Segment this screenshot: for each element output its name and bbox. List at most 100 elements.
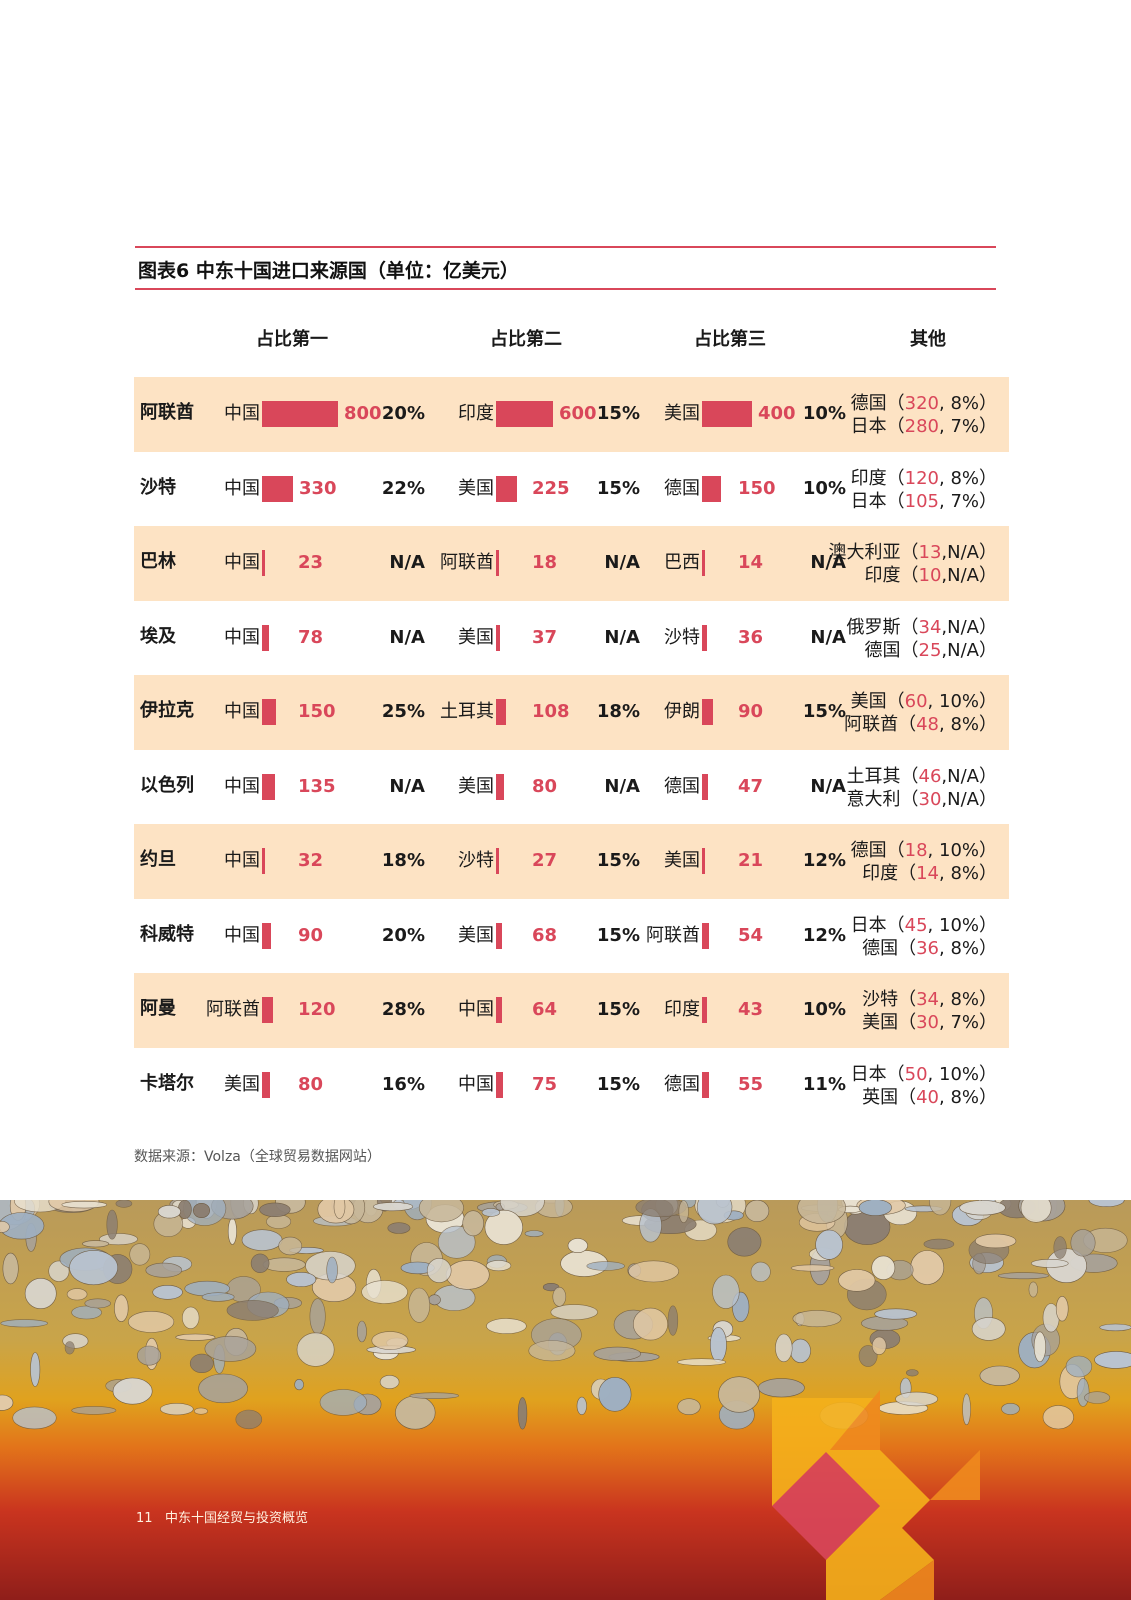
others-value: 40 — [916, 1086, 939, 1108]
others-country: 日本 — [850, 914, 887, 936]
second-share-percent: 15% — [596, 403, 640, 424]
paren-close: ） — [979, 490, 997, 512]
first-source-country: 美国 — [224, 1073, 260, 1095]
others-line: 德国（18, 10%） — [851, 839, 997, 862]
paren-open: （ — [898, 937, 917, 959]
second-value-label: 108 — [532, 701, 570, 722]
others-country: 德国 — [850, 840, 887, 861]
row-country: 埃及 — [140, 625, 176, 647]
others-share: ,N/A — [941, 765, 979, 787]
header-third: 占比第三 — [694, 329, 766, 350]
second-share-percent: 15% — [596, 1073, 640, 1095]
first-share-percent: 25% — [381, 701, 425, 722]
first-value-label: 23 — [298, 552, 324, 573]
paren-close: ） — [979, 639, 997, 661]
others-share: ,N/A — [941, 639, 979, 661]
others-value: 14 — [916, 863, 939, 884]
paren-open: （ — [886, 393, 905, 414]
third-value-bar — [702, 997, 707, 1023]
third-source-country: 沙特 — [664, 626, 700, 648]
third-value-bar — [702, 475, 721, 502]
others-country: 日本 — [850, 1063, 887, 1085]
second-value-bar — [496, 550, 499, 576]
others-cell: 德国（18, 10%） 印度（14, 8%） — [851, 839, 997, 885]
others-value: 46 — [918, 765, 942, 787]
first-source-country: 中国 — [224, 626, 260, 648]
others-share: ,N/A — [941, 565, 979, 586]
second-value-bar — [496, 773, 504, 800]
second-source-country: 美国 — [458, 626, 494, 648]
others-country: 印度 — [862, 863, 899, 884]
paren-close: ） — [979, 863, 997, 884]
third-share-percent: 11% — [802, 1073, 846, 1095]
others-country: 澳大利亚 — [828, 542, 901, 563]
others-value: 10 — [918, 565, 942, 586]
page-number: 11 — [136, 1511, 153, 1526]
others-country: 德国 — [850, 393, 887, 414]
paren-close: ） — [979, 989, 997, 1010]
others-share: , 8% — [939, 1086, 979, 1108]
others-line: 日本（280, 7%） — [851, 415, 997, 438]
others-share: , 10% — [927, 691, 979, 712]
figure-title: 图表6 中东十国进口来源国（单位：亿美元） — [138, 260, 519, 282]
paren-open: （ — [886, 467, 905, 489]
third-value-label: 55 — [738, 1073, 764, 1095]
first-source-country: 中国 — [224, 403, 260, 424]
others-cell: 澳大利亚（13,N/A） 印度（10,N/A） — [829, 541, 997, 587]
others-country: 德国 — [864, 639, 901, 661]
first-source-country: 阿联酋 — [206, 999, 260, 1020]
second-value-label: 27 — [532, 850, 558, 871]
first-share-percent: 18% — [381, 850, 425, 871]
second-source-country: 美国 — [458, 775, 494, 797]
others-share: , 7% — [939, 416, 979, 437]
first-value-label: 78 — [298, 626, 324, 648]
first-value-bar — [262, 773, 275, 800]
first-share-percent: 16% — [381, 1073, 425, 1095]
others-country: 英国 — [862, 1086, 899, 1108]
third-value-bar — [702, 401, 752, 427]
third-source-country: 美国 — [664, 403, 700, 424]
others-country: 日本 — [850, 416, 887, 437]
first-value-bar — [262, 550, 265, 576]
others-share: ,N/A — [941, 788, 979, 810]
header-others: 其他 — [910, 329, 946, 350]
others-country: 印度 — [850, 467, 887, 489]
row-country: 阿曼 — [140, 998, 176, 1019]
others-line: 印度（120, 8%） — [851, 467, 997, 490]
third-share-percent: N/A — [810, 626, 846, 648]
second-value-label: 80 — [532, 775, 558, 797]
others-cell: 美国（60, 10%） 阿联酋（48, 8%） — [844, 690, 997, 736]
others-value: 34 — [916, 989, 939, 1010]
others-country: 俄罗斯 — [846, 616, 901, 638]
riverbed-photo — [0, 1200, 1131, 1600]
others-line: 德国（25,N/A） — [847, 639, 997, 662]
others-share: , 10% — [927, 914, 979, 936]
paren-close: ） — [979, 788, 997, 810]
paren-close: ） — [979, 914, 997, 936]
table-row: 阿曼 阿联酋 120 28% 中国 64 15% 印度 43 10% 沙特（34, 8%） 美国（30… — [134, 973, 1009, 1048]
others-value: 320 — [904, 393, 939, 414]
paren-close: ） — [979, 1063, 997, 1085]
first-value-bar — [262, 475, 293, 502]
third-share-percent: 10% — [802, 403, 846, 424]
third-value-label: 54 — [738, 924, 764, 946]
first-share-percent: 20% — [381, 403, 425, 424]
first-source-country: 中国 — [224, 477, 260, 499]
others-cell: 日本（45, 10%） 德国（36, 8%） — [851, 914, 997, 960]
second-value-bar — [496, 1071, 503, 1098]
paren-open: （ — [886, 914, 905, 936]
paren-close: ） — [979, 1086, 997, 1108]
first-value-label: 800 — [344, 403, 382, 424]
others-cell: 日本（50, 10%） 英国（40, 8%） — [851, 1063, 997, 1109]
second-value-label: 600 — [559, 403, 597, 424]
others-share: , 7% — [939, 490, 979, 512]
row-country: 巴林 — [140, 551, 176, 572]
others-value: 105 — [904, 490, 939, 512]
second-share-percent: 15% — [596, 850, 640, 871]
third-source-country: 阿联酋 — [646, 924, 700, 946]
first-value-bar — [262, 922, 271, 949]
third-source-country: 美国 — [664, 850, 700, 871]
others-line: 德国（320, 8%） — [851, 392, 997, 415]
second-value-label: 64 — [532, 999, 558, 1020]
first-source-country: 中国 — [224, 775, 260, 797]
